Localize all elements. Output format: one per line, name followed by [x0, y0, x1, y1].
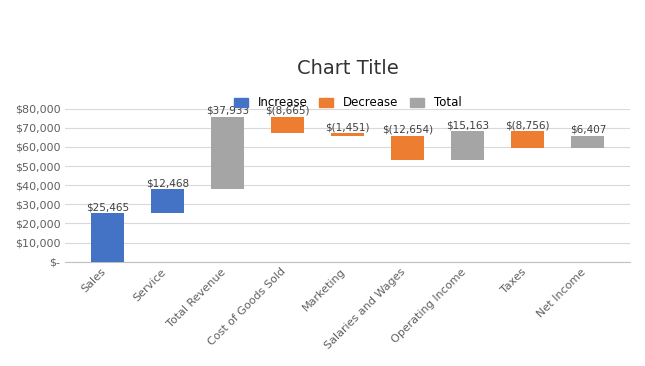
- Bar: [91, 213, 124, 262]
- Bar: [332, 133, 364, 136]
- Text: $(12,654): $(12,654): [382, 125, 433, 135]
- Text: $25,465: $25,465: [86, 202, 129, 212]
- Bar: [571, 136, 604, 148]
- Text: $(8,756): $(8,756): [506, 120, 550, 130]
- Text: $6,407: $6,407: [570, 125, 606, 135]
- Title: Chart Title: Chart Title: [297, 59, 399, 78]
- Text: $37,933: $37,933: [206, 106, 249, 116]
- Bar: [392, 136, 424, 160]
- Bar: [151, 189, 184, 213]
- Bar: [511, 131, 544, 148]
- Text: $(1,451): $(1,451): [326, 122, 370, 132]
- Legend: Increase, Decrease, Total: Increase, Decrease, Total: [230, 92, 466, 114]
- Bar: [451, 131, 484, 160]
- Text: $(8,665): $(8,665): [266, 106, 310, 116]
- Text: $12,468: $12,468: [146, 178, 189, 188]
- Text: $15,163: $15,163: [446, 120, 490, 130]
- Bar: [211, 116, 244, 189]
- Bar: [271, 116, 304, 133]
